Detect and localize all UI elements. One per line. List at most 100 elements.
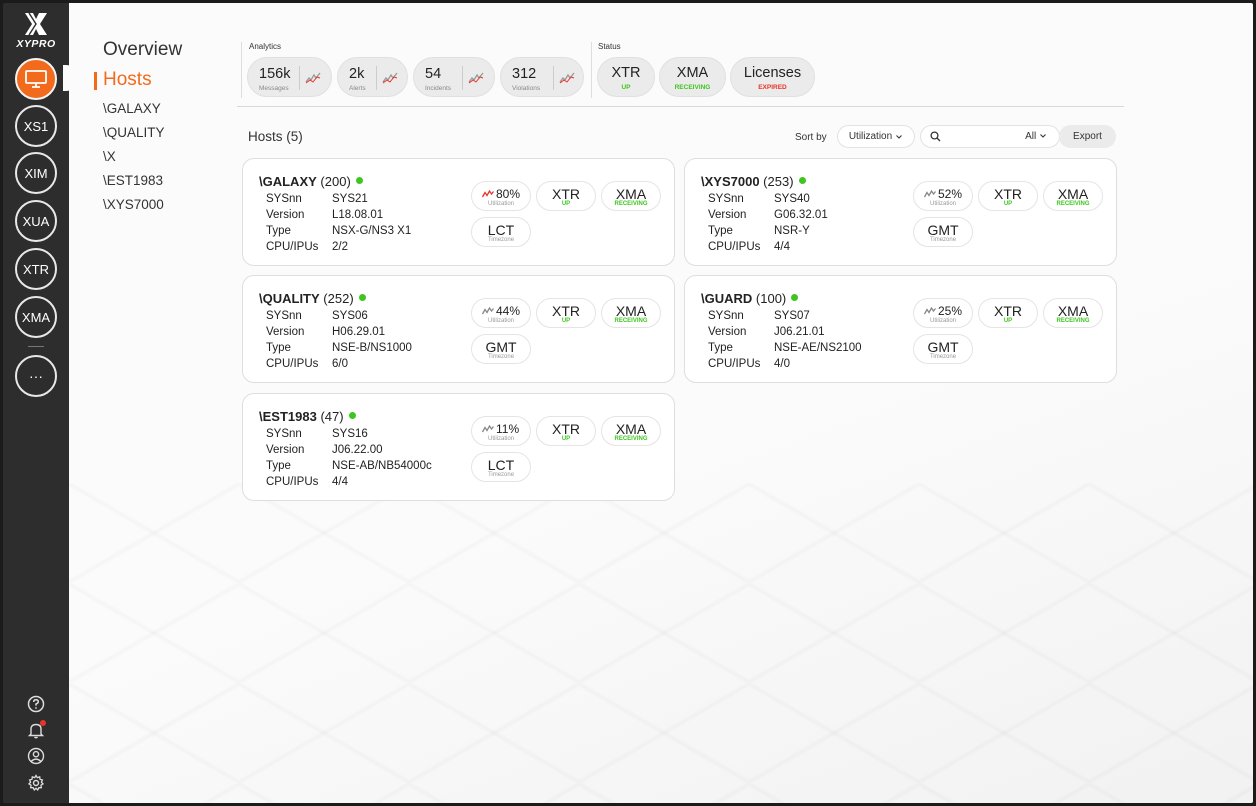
host-card[interactable]: \EST1983 (47) SYSnn SYS16 Version J06.22.0…: [242, 393, 675, 501]
host-sysnn-value: SYS06: [332, 310, 368, 322]
host-xma-chip[interactable]: XMA RECEIVING: [601, 181, 661, 211]
host-xtr-chip[interactable]: XTR UP: [978, 298, 1038, 328]
profile-button[interactable]: [25, 745, 47, 767]
rail-more-button[interactable]: ···: [15, 355, 57, 397]
gear-icon: [27, 774, 45, 791]
analytics-messages-card[interactable]: 156k Messages: [247, 57, 332, 97]
status-divider: [591, 42, 592, 98]
host-timezone-label: Timezone: [929, 237, 957, 243]
host-xtr-chip[interactable]: XTR UP: [536, 416, 596, 446]
host-utilization-chip[interactable]: 44% Utilization: [471, 298, 531, 328]
host-cpu-row: CPU/IPUs 4/4: [708, 241, 790, 253]
secondary-nav: Overview Hosts \GALAXY \QUALITY \X \EST1…: [93, 39, 183, 221]
host-xma-chip[interactable]: XMA RECEIVING: [601, 298, 661, 328]
host-xtr-chip[interactable]: XTR UP: [978, 181, 1038, 211]
host-cpu-value: 6/0: [332, 358, 348, 370]
analytics-incidents-card[interactable]: 54 Incidents: [413, 57, 495, 97]
search-input[interactable]: [945, 129, 1015, 144]
rail-xs1-button[interactable]: XS1: [15, 105, 57, 147]
host-card[interactable]: \XYS7000 (253) SYSnn SYS40 Version G06.32.…: [684, 158, 1117, 266]
sort-select[interactable]: Utilization: [837, 125, 915, 148]
rail-xma-button[interactable]: XMA: [15, 296, 57, 338]
host-card[interactable]: \GUARD (100) SYSnn SYS07 Version J06.21.01…: [684, 275, 1117, 383]
rail-monitor-button[interactable]: [15, 58, 57, 100]
host-sysnn-value: SYS21: [332, 193, 368, 205]
host-version-value: J06.21.01: [774, 326, 825, 338]
host-cpu-row: CPU/IPUs 4/4: [266, 476, 348, 488]
user-icon: [27, 747, 45, 765]
host-version-value: L18.08.01: [332, 209, 384, 221]
nav-host-est1983[interactable]: \EST1983: [103, 173, 164, 188]
rail-xtr-button[interactable]: XTR: [15, 248, 57, 290]
filter-select[interactable]: All: [1025, 131, 1047, 142]
search-box: All: [920, 125, 1060, 148]
analytics-label: Analytics: [249, 42, 282, 51]
status-xtr-card[interactable]: XTR UP: [597, 57, 655, 97]
host-status-dot: [791, 294, 799, 301]
licenses-name: Licenses: [743, 65, 802, 81]
trend-icon: [559, 72, 575, 84]
host-version-value: H06.29.01: [332, 326, 386, 338]
host-card[interactable]: \QUALITY (252) SYSnn SYS06 Version H06.29.…: [242, 275, 675, 383]
host-name: \XYS7000 (253): [701, 174, 806, 189]
trend-icon: [305, 72, 321, 84]
host-version-row: Version H06.29.01: [266, 326, 386, 338]
settings-button[interactable]: [25, 772, 47, 794]
host-timezone-chip[interactable]: LCT Timezone: [471, 452, 531, 482]
nav-host-galaxy[interactable]: \GALAXY: [103, 101, 161, 116]
host-type-row: Type NSR-Y: [708, 225, 810, 237]
analytics-alerts-card[interactable]: 2k Alerts: [337, 57, 408, 97]
host-utilization-chip[interactable]: 80% Utilization: [471, 181, 531, 211]
host-xtr-state: UP: [1003, 318, 1013, 324]
nav-host-xys7000[interactable]: \XYS7000: [103, 197, 164, 212]
host-sysnn-row: SYSnn SYS16: [266, 428, 368, 440]
host-type-row: Type NSE-B/NS1000: [266, 342, 412, 354]
host-type-row: Type NSX-G/NS3 X1: [266, 225, 412, 237]
status-label: Status: [598, 42, 621, 51]
host-utilization-chip[interactable]: 52% Utilization: [913, 181, 973, 211]
host-utilization-value: 80%: [496, 187, 521, 201]
host-version-row: Version J06.22.00: [266, 444, 383, 456]
host-xtr-chip[interactable]: XTR UP: [536, 298, 596, 328]
nav-hosts[interactable]: Hosts: [93, 69, 182, 91]
host-utilization-value: 25%: [938, 304, 963, 318]
help-button[interactable]: [25, 693, 47, 715]
rail-xim-button[interactable]: XIM: [15, 152, 57, 194]
violations-label: Violations: [512, 85, 541, 92]
host-xtr-chip[interactable]: XTR UP: [536, 181, 596, 211]
host-xma-chip[interactable]: XMA RECEIVING: [1043, 181, 1103, 211]
host-xtr-state: UP: [561, 318, 571, 324]
host-cpu-value: 4/4: [774, 241, 790, 253]
host-xma-state: RECEIVING: [614, 436, 648, 442]
host-sysnn-value: SYS07: [774, 310, 810, 322]
host-card[interactable]: \GALAXY (200) SYSnn SYS21 Version L18.08.0…: [242, 158, 675, 266]
main-panel: Overview Hosts \GALAXY \QUALITY \X \EST1…: [63, 3, 1253, 803]
notifications-button[interactable]: [25, 719, 47, 741]
xypro-logo[interactable]: XYPRO: [11, 11, 61, 51]
host-name: \EST1983 (47): [259, 409, 356, 424]
status-xma-card[interactable]: XMA RECEIVING: [659, 57, 726, 97]
host-utilization-chip[interactable]: 11% Utilization: [471, 416, 531, 446]
rail-xua-button[interactable]: XUA: [15, 200, 57, 242]
host-utilization-chip[interactable]: 25% Utilization: [913, 298, 973, 328]
host-timezone-chip[interactable]: GMT Timezone: [913, 217, 973, 247]
host-type-value: NSE-B/NS1000: [332, 342, 412, 354]
export-button[interactable]: Export: [1059, 125, 1116, 148]
host-xma-chip[interactable]: XMA RECEIVING: [1043, 298, 1103, 328]
rail-divider: [28, 346, 44, 347]
analytics-violations-card[interactable]: 312 Violations: [500, 57, 584, 97]
nav-overview[interactable]: Overview: [103, 39, 183, 60]
host-timezone-label: Timezone: [487, 472, 515, 478]
status-licenses-card[interactable]: Licenses EXPIRED: [730, 57, 815, 97]
host-timezone-value: LCT: [487, 457, 515, 473]
host-timezone-chip[interactable]: LCT Timezone: [471, 217, 531, 247]
host-timezone-chip[interactable]: GMT Timezone: [913, 334, 973, 364]
host-xtr-state: UP: [1003, 201, 1013, 207]
nav-host-quality[interactable]: \QUALITY: [103, 125, 165, 140]
host-xma-chip[interactable]: XMA RECEIVING: [601, 416, 661, 446]
licenses-state: EXPIRED: [758, 84, 787, 91]
nav-host-x[interactable]: \X: [103, 149, 116, 164]
host-xtr-name: XTR: [552, 303, 580, 319]
analytics-divider: [241, 42, 242, 98]
host-timezone-chip[interactable]: GMT Timezone: [471, 334, 531, 364]
